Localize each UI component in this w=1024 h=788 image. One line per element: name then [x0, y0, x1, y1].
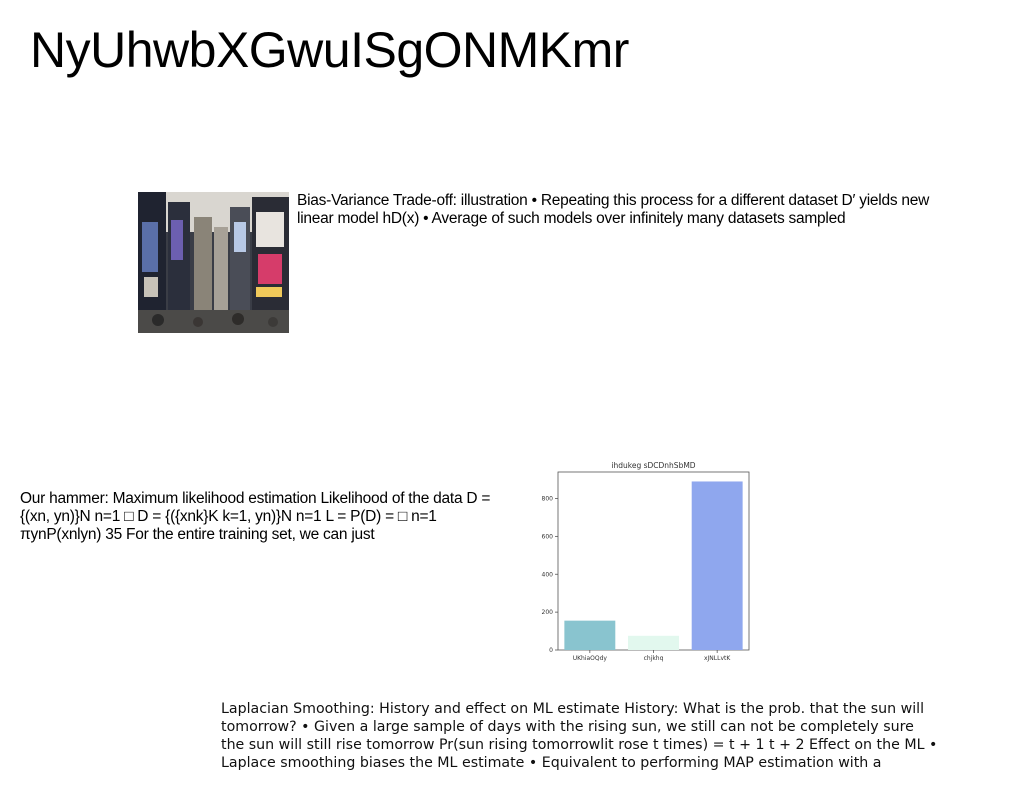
bar: [691, 481, 743, 650]
bar-chart: ihdukeg sDCDnhSbMD 0 200 400 600 800 UKhiaOQdy…: [520, 455, 760, 665]
x-tick-label: UKhiaOQdy: [573, 655, 608, 662]
chart-title: ihdukeg sDCDnhSbMD: [611, 461, 695, 470]
x-tick-label: xJNLLvtK: [704, 655, 731, 662]
city-street-photo: [138, 192, 289, 333]
bar: [628, 635, 679, 650]
y-tick-label: 0: [549, 647, 553, 654]
y-tick-label: 200: [542, 609, 554, 616]
page-title: NyUhwbXGwuISgONMKmr: [30, 22, 629, 78]
y-tick-label: 600: [542, 533, 554, 540]
y-tick-label: 400: [542, 571, 554, 578]
laplacian-smoothing-text: Laplacian Smoothing: History and effect …: [221, 701, 938, 771]
x-tick-label: chjkhq: [644, 655, 664, 662]
y-tick-label: 800: [542, 496, 554, 503]
bias-variance-text: Bias-Variance Trade-off: illustration • …: [297, 192, 930, 227]
bar: [564, 620, 616, 650]
max-likelihood-text: Our hammer: Maximum likelihood estimatio…: [20, 490, 491, 543]
